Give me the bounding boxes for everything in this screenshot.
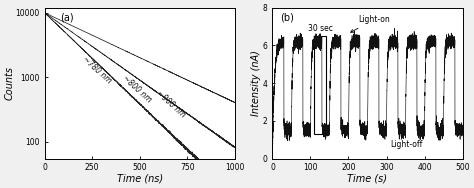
Y-axis label: Intensity (nA): Intensity (nA) [251, 50, 261, 116]
Text: Light-on: Light-on [351, 15, 390, 32]
Text: Light-off: Light-off [390, 140, 423, 149]
X-axis label: Time (s): Time (s) [347, 174, 388, 184]
Text: ~900 nm: ~900 nm [155, 89, 187, 120]
Text: ~800 nm: ~800 nm [121, 74, 153, 104]
Text: 30 sec: 30 sec [308, 24, 333, 33]
X-axis label: Time (ns): Time (ns) [117, 174, 163, 184]
Text: (b): (b) [280, 12, 294, 22]
Text: (a): (a) [60, 12, 73, 22]
Y-axis label: Counts: Counts [4, 66, 14, 100]
Bar [314, 36, 327, 134]
Text: ~780 nm: ~780 nm [81, 55, 113, 85]
